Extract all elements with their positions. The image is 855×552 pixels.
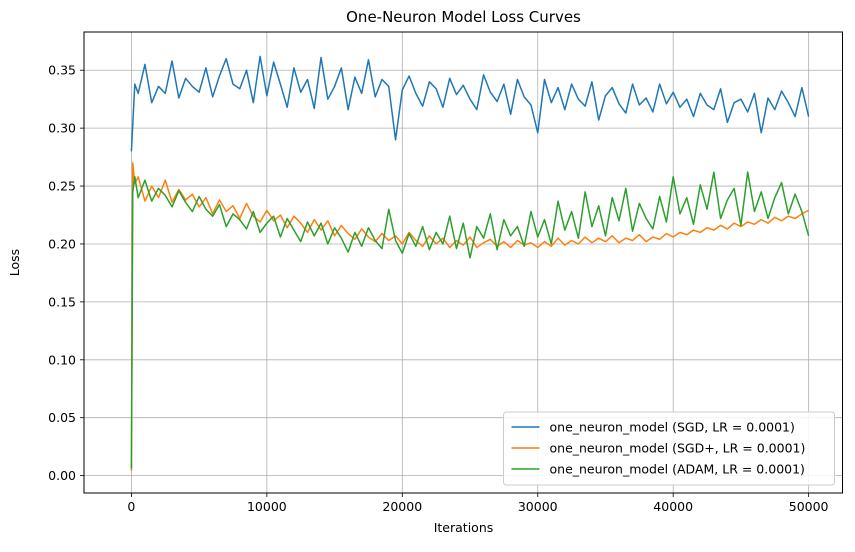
legend-label-2: one_neuron_model (ADAM, LR = 0.0001) <box>550 462 805 477</box>
y-tick-label: 0.35 <box>48 63 76 78</box>
series-line-1 <box>130 162 809 471</box>
x-axis-label: Iterations <box>434 520 494 535</box>
x-tick-label: 10000 <box>247 499 287 514</box>
y-axis-label: Loss <box>7 249 22 276</box>
y-tick-label: 0.05 <box>48 410 76 425</box>
x-tick-label: 50000 <box>789 499 829 514</box>
series-line-0 <box>130 55 810 152</box>
ticks: 0 10000 20000 30000 40000 50000 0.00 0.05 0.10 0.… <box>48 63 828 514</box>
y-tick-label: 0.30 <box>48 121 76 136</box>
y-tick-label: 0.15 <box>48 294 76 309</box>
x-tick-label: 40000 <box>653 499 693 514</box>
x-tick-label: 30000 <box>518 499 558 514</box>
y-tick-label: 0.20 <box>48 236 76 251</box>
x-tick-label: 20000 <box>382 499 422 514</box>
y-tick-label: 0.25 <box>48 179 76 194</box>
y-tick-label: 0.00 <box>48 468 76 483</box>
series-line-2 <box>130 171 810 469</box>
legend: one_neuron_model (SGD, LR = 0.0001) one_n… <box>503 411 835 486</box>
y-tick-label: 0.10 <box>48 352 76 367</box>
legend-label-0: one_neuron_model (SGD, LR = 0.0001) <box>550 420 795 435</box>
legend-label-1: one_neuron_model (SGD+, LR = 0.0001) <box>550 441 806 456</box>
series-lines <box>130 55 810 471</box>
x-tick-label: 0 <box>127 499 135 514</box>
legend-box <box>503 411 835 486</box>
plot-frame <box>83 31 843 494</box>
chart-title: One-Neuron Model Loss Curves <box>346 8 581 26</box>
